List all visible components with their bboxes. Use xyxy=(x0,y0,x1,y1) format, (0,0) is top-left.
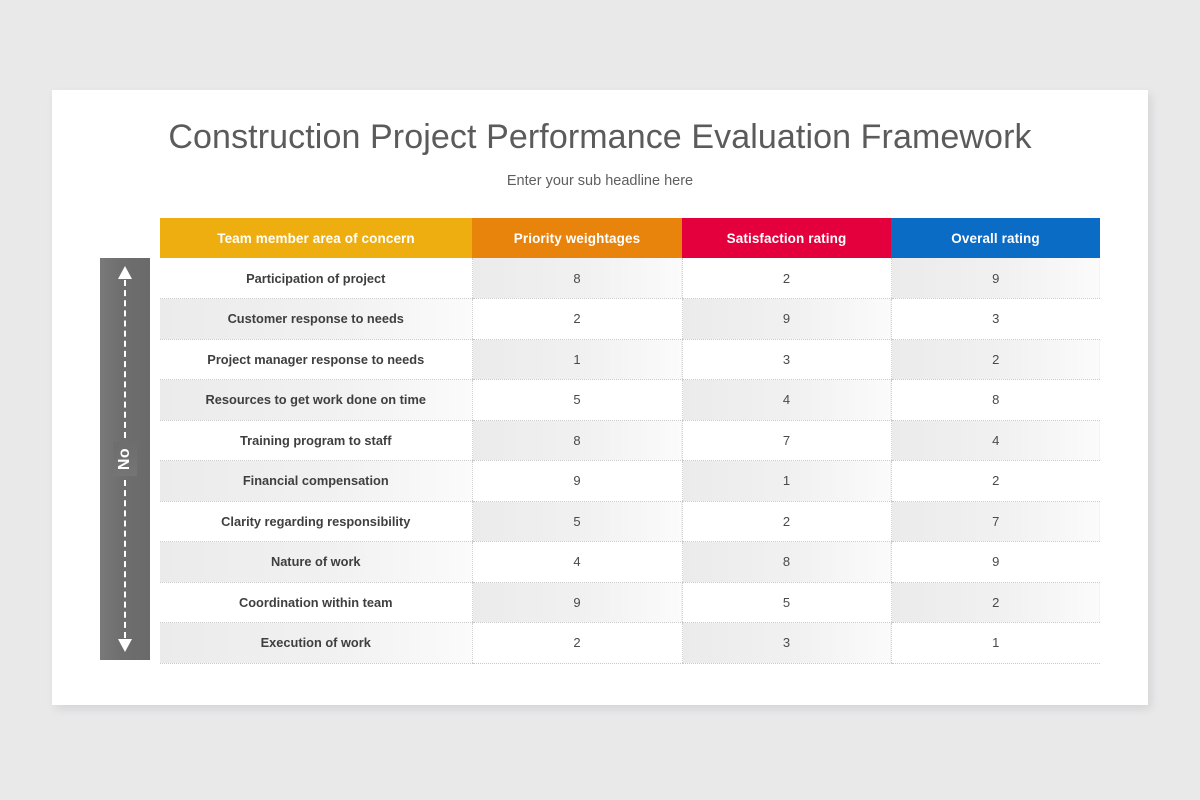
cell-satisfaction[interactable]: 3 xyxy=(681,339,891,380)
table-header: Team member area of concern Priority wei… xyxy=(160,218,1100,258)
cell-concern[interactable]: Execution of work xyxy=(160,622,472,664)
cell-concern[interactable]: Clarity regarding responsibility xyxy=(160,501,472,542)
cell-overall[interactable]: 3 xyxy=(890,298,1100,340)
cell-priority[interactable]: 8 xyxy=(471,420,682,461)
axis-dashed-line-top xyxy=(124,280,126,438)
cell-concern[interactable]: Coordination within team xyxy=(160,582,472,623)
table-row: Execution of work 2 3 1 xyxy=(160,622,1100,664)
cell-satisfaction[interactable]: 9 xyxy=(681,298,891,340)
cell-overall[interactable]: 9 xyxy=(890,541,1100,583)
column-header-satisfaction[interactable]: Satisfaction rating xyxy=(682,218,891,258)
vertical-axis-bar: No xyxy=(100,258,150,660)
cell-concern[interactable]: Customer response to needs xyxy=(160,298,472,340)
cell-overall[interactable]: 7 xyxy=(890,501,1100,542)
table-row: Training program to staff 8 7 4 xyxy=(160,420,1100,461)
axis-label: No xyxy=(100,258,150,660)
cell-satisfaction[interactable]: 3 xyxy=(681,622,891,664)
cell-concern[interactable]: Participation of project xyxy=(160,258,472,299)
cell-priority[interactable]: 4 xyxy=(471,541,682,583)
arrow-up-icon xyxy=(118,266,132,279)
table-header-row: Team member area of concern Priority wei… xyxy=(160,218,1100,258)
cell-priority[interactable]: 9 xyxy=(471,460,682,502)
cell-priority[interactable]: 2 xyxy=(471,298,682,340)
column-header-concern[interactable]: Team member area of concern xyxy=(160,218,472,258)
slide-card: Construction Project Performance Evaluat… xyxy=(52,90,1148,705)
cell-satisfaction[interactable]: 2 xyxy=(681,501,891,542)
cell-satisfaction[interactable]: 5 xyxy=(681,582,891,623)
evaluation-table: Team member area of concern Priority wei… xyxy=(160,218,1100,664)
cell-overall[interactable]: 2 xyxy=(890,582,1100,623)
cell-overall[interactable]: 2 xyxy=(890,460,1100,502)
table-row: Customer response to needs 2 9 3 xyxy=(160,298,1100,340)
cell-overall[interactable]: 4 xyxy=(890,420,1100,461)
axis-label-text: No xyxy=(112,441,137,477)
page-subtitle: Enter your sub headline here xyxy=(506,173,694,189)
cell-priority[interactable]: 1 xyxy=(471,339,682,380)
cell-satisfaction[interactable]: 2 xyxy=(681,258,891,299)
table-row: Resources to get work done on time 5 4 8 xyxy=(160,379,1100,421)
table-row: Project manager response to needs 1 3 2 xyxy=(160,339,1100,380)
cell-satisfaction[interactable]: 4 xyxy=(681,379,891,421)
cell-concern[interactable]: Financial compensation xyxy=(160,460,472,502)
cell-priority[interactable]: 5 xyxy=(471,379,682,421)
cell-priority[interactable]: 8 xyxy=(471,258,682,299)
table-row: Participation of project 8 2 9 xyxy=(160,258,1100,299)
table-row: Clarity regarding responsibility 5 2 7 xyxy=(160,501,1100,542)
table-row: Coordination within team 9 5 2 xyxy=(160,582,1100,623)
table-row: Financial compensation 9 1 2 xyxy=(160,460,1100,502)
table-row: Nature of work 4 8 9 xyxy=(160,541,1100,583)
cell-satisfaction[interactable]: 7 xyxy=(681,420,891,461)
cell-concern[interactable]: Training program to staff xyxy=(160,420,472,461)
cell-overall[interactable]: 1 xyxy=(890,622,1100,664)
table-body: Participation of project 8 2 9 Customer resp… xyxy=(160,258,1100,664)
cell-priority[interactable]: 2 xyxy=(471,622,682,664)
cell-satisfaction[interactable]: 8 xyxy=(681,541,891,583)
cell-concern[interactable]: Project manager response to needs xyxy=(160,339,472,380)
cell-priority[interactable]: 5 xyxy=(471,501,682,542)
cell-priority[interactable]: 9 xyxy=(471,582,682,623)
column-header-overall[interactable]: Overall rating xyxy=(891,218,1100,258)
cell-overall[interactable]: 8 xyxy=(890,379,1100,421)
cell-concern[interactable]: Nature of work xyxy=(160,541,472,583)
column-header-priority[interactable]: Priority weightages xyxy=(472,218,682,258)
cell-overall[interactable]: 2 xyxy=(890,339,1100,380)
axis-dashed-line-bottom xyxy=(124,480,126,638)
cell-satisfaction[interactable]: 1 xyxy=(681,460,891,502)
cell-overall[interactable]: 9 xyxy=(890,258,1100,299)
arrow-down-icon xyxy=(118,639,132,652)
cell-concern[interactable]: Resources to get work done on time xyxy=(160,379,472,421)
page-title: Construction Project Performance Evaluat… xyxy=(168,118,1032,156)
